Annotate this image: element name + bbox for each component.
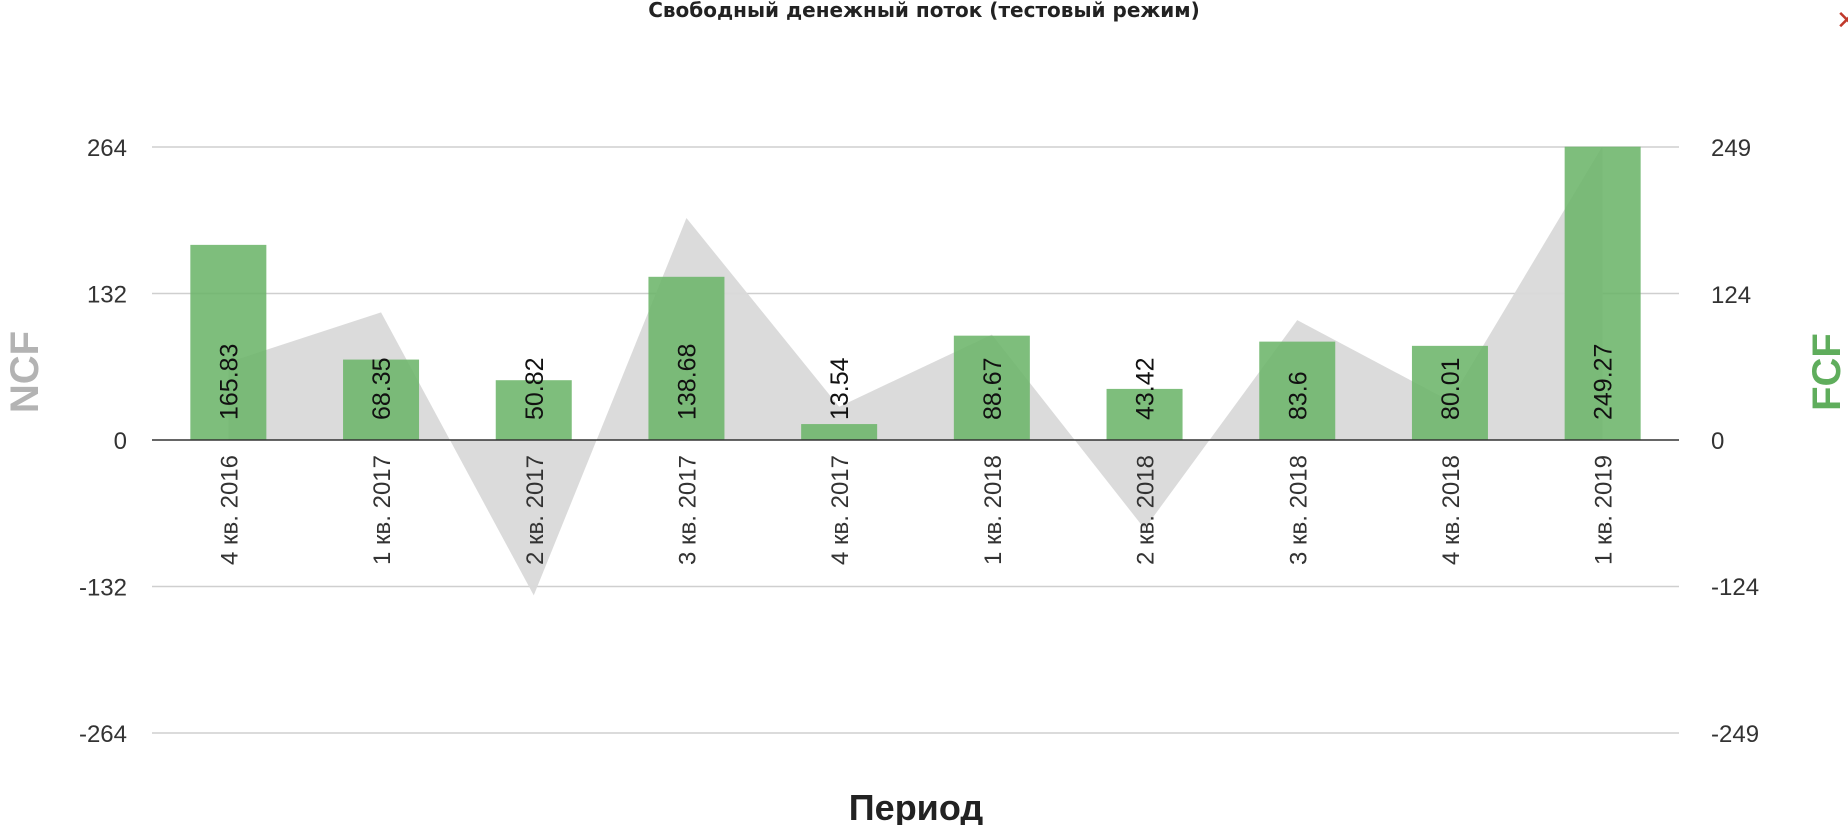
category-label: 1 кв. 2017 (369, 455, 396, 565)
data-label: 138.68 (673, 344, 701, 420)
category-label: 4 кв. 2017 (827, 455, 854, 565)
fcf-bar[interactable] (1411, 345, 1488, 440)
category-label: 4 кв. 2018 (1438, 455, 1465, 565)
y-left-axis-title: NCF (3, 331, 47, 413)
fcf-bar[interactable] (343, 359, 420, 440)
category-label: 3 кв. 2017 (674, 455, 701, 565)
category-label: 4 кв. 2016 (216, 455, 243, 565)
data-label: 43.42 (1132, 357, 1160, 420)
data-label: 165.83 (215, 344, 243, 420)
data-label: 68.35 (368, 357, 396, 420)
y-right-tick: 249 (1711, 135, 1751, 162)
y-right-tick: -249 (1711, 721, 1759, 748)
data-label: 83.6 (1284, 371, 1312, 420)
fcf-bar[interactable] (953, 335, 1030, 440)
y-left-tick: 0 (114, 428, 127, 455)
category-label: 2 кв. 2017 (522, 455, 549, 565)
ncf-area (228, 145, 1603, 596)
y-right-axis-title: FCF (1805, 333, 1848, 411)
data-label: 13.54 (826, 357, 854, 420)
fcf-bar[interactable] (190, 244, 267, 440)
y-right-tick: 124 (1711, 282, 1751, 309)
fcf-bar[interactable] (801, 424, 878, 440)
chart-title: Свободный денежный поток (тестовый режим… (648, 0, 1200, 22)
fcf-bar[interactable] (495, 380, 572, 440)
fcf-bar[interactable] (1106, 388, 1183, 440)
y-left-tick: 132 (87, 282, 127, 309)
fcf-bar[interactable] (1564, 146, 1641, 440)
category-label: 2 кв. 2018 (1133, 455, 1160, 565)
data-label: 88.67 (979, 357, 1007, 420)
y-right-tick: 0 (1711, 428, 1724, 455)
y-left-tick: -264 (79, 721, 127, 748)
fcf-bar[interactable] (648, 276, 725, 440)
data-label: 80.01 (1437, 357, 1465, 420)
category-label: 3 кв. 2018 (1285, 455, 1312, 565)
category-label: 1 кв. 2019 (1591, 455, 1618, 565)
y-right-tick: -124 (1711, 574, 1759, 601)
category-label: 1 кв. 2018 (980, 455, 1007, 565)
data-label: 249.27 (1590, 344, 1618, 420)
fcf-bar[interactable] (1259, 341, 1336, 440)
data-label: 50.82 (521, 357, 549, 420)
x-axis-title: Период (849, 787, 984, 825)
close-icon[interactable]: ✕ (1836, 6, 1848, 36)
y-left-tick: 264 (87, 135, 127, 162)
y-left-tick: -132 (79, 575, 127, 602)
